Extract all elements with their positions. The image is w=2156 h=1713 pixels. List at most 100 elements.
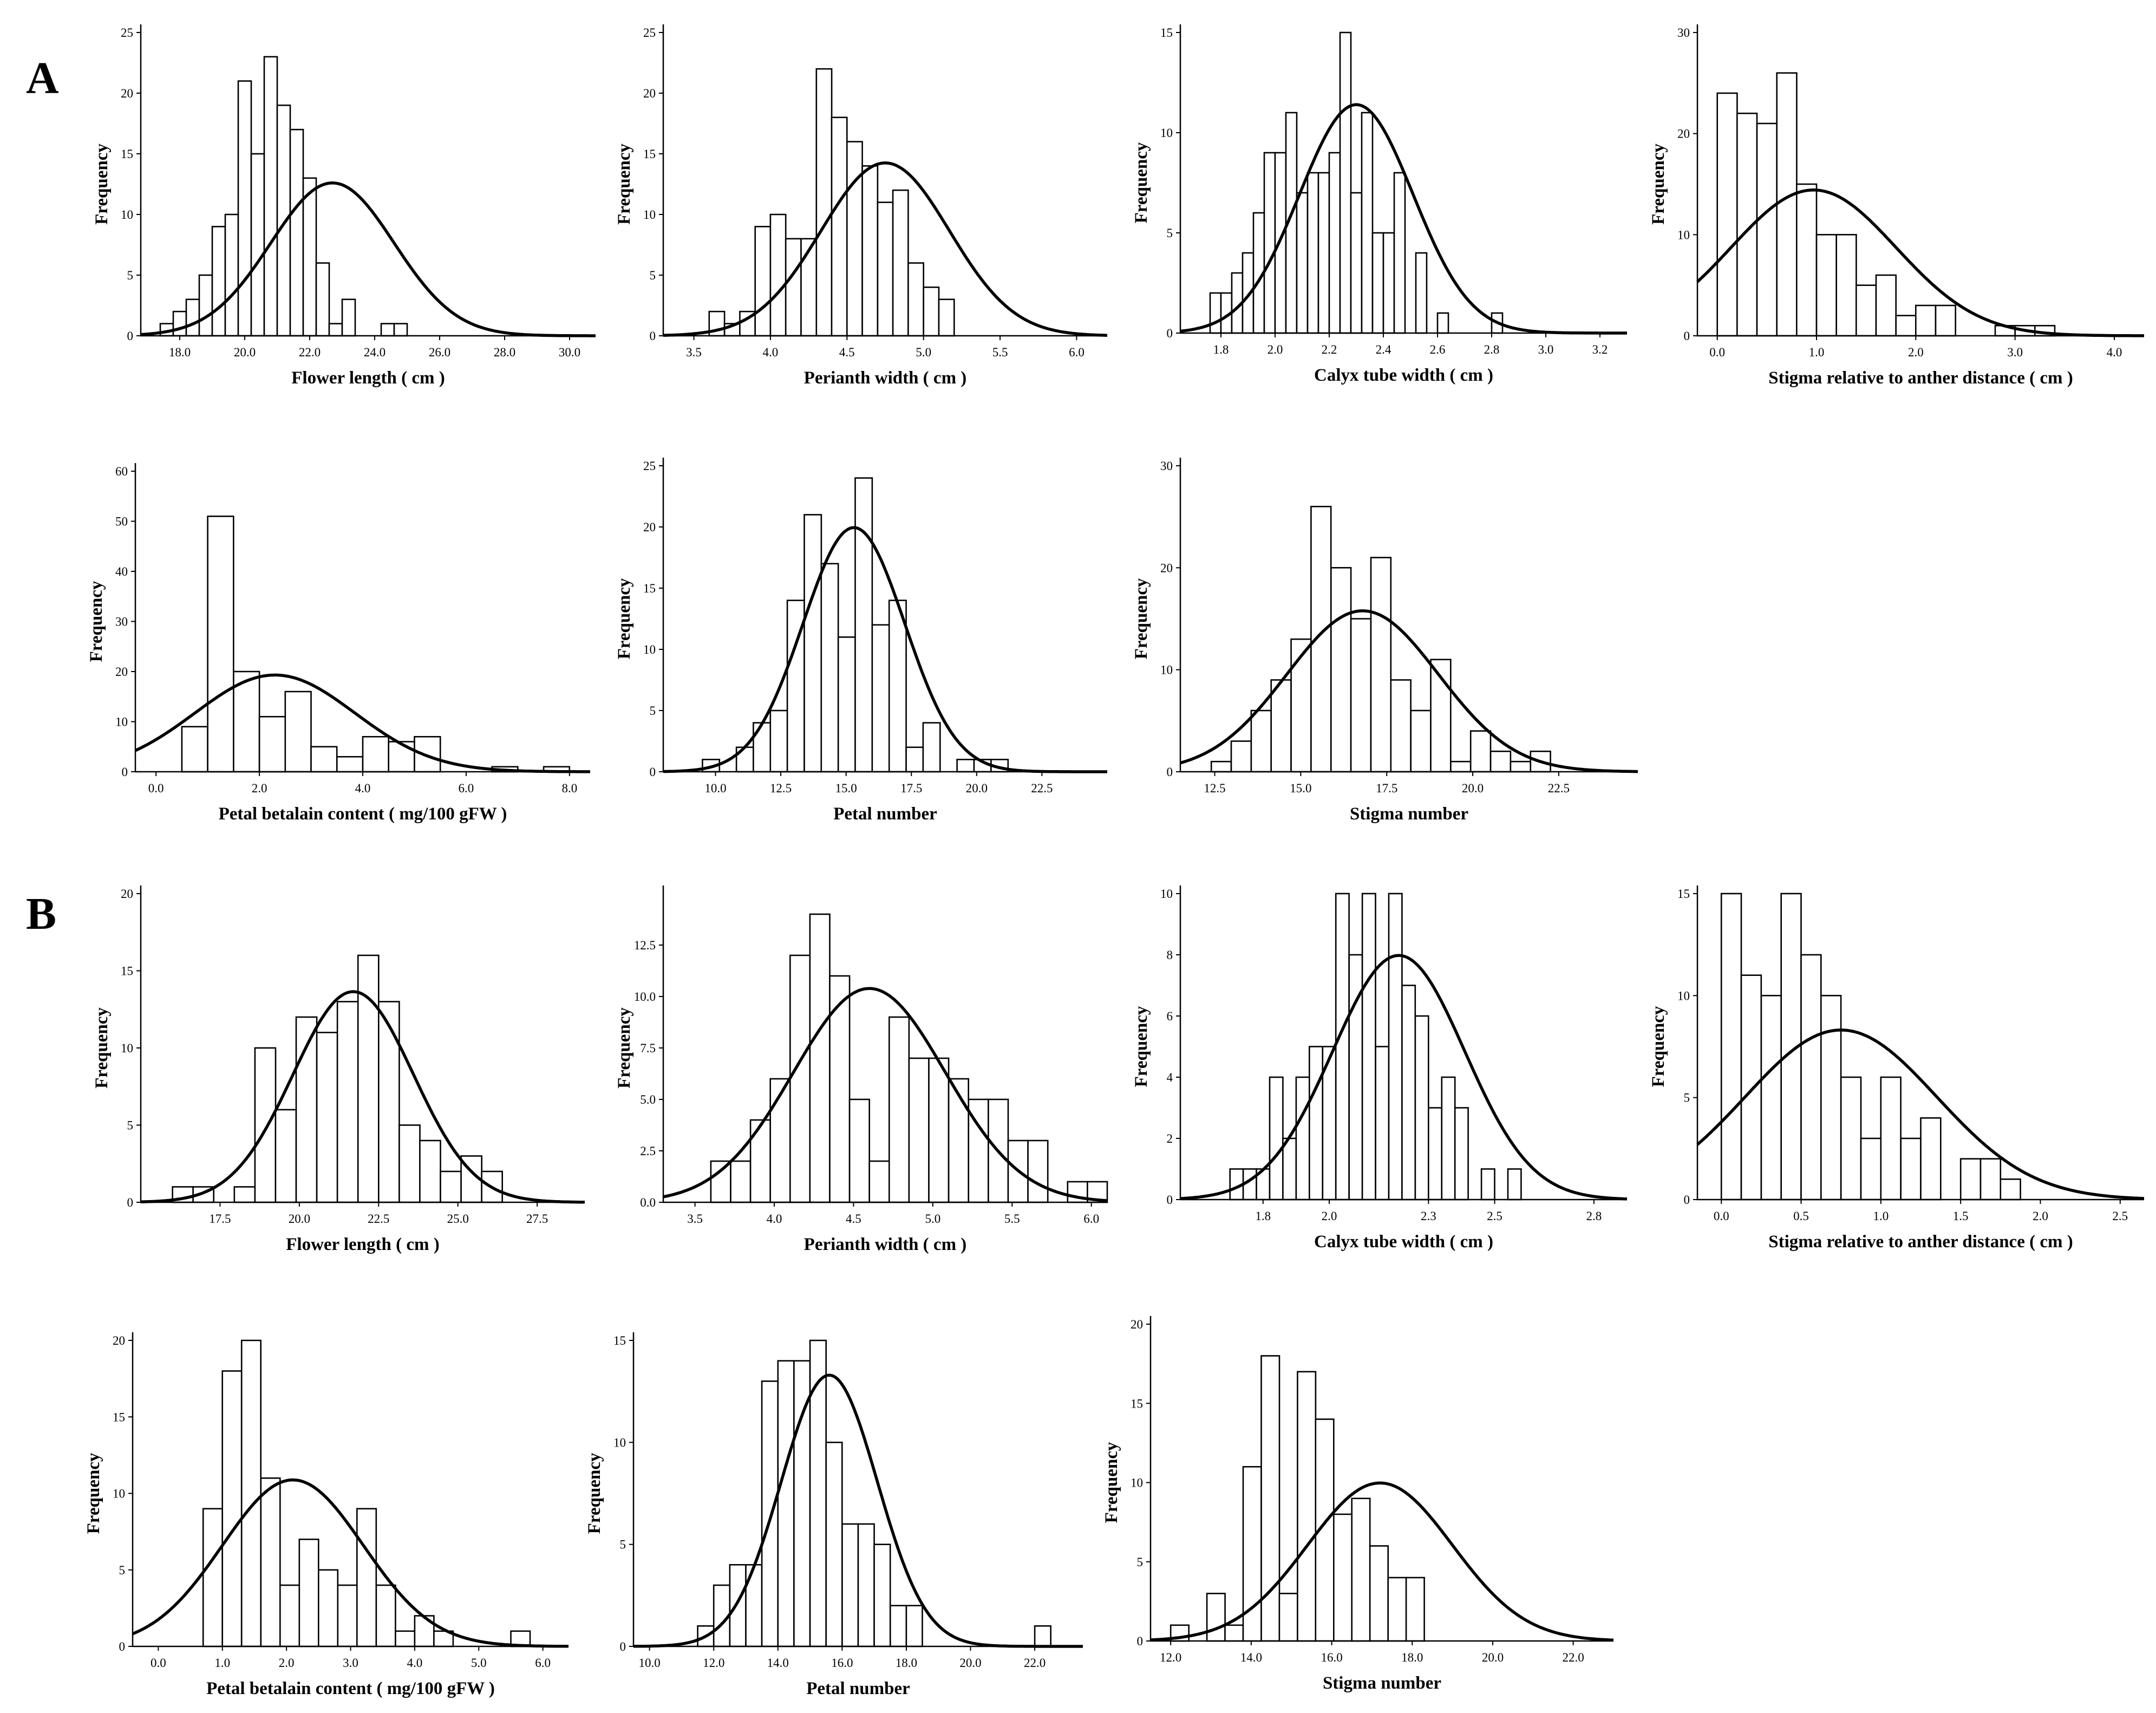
y-tick-label: 10	[1677, 989, 1690, 1002]
normal-curve	[140, 181, 596, 337]
x-tick-label: 3.2	[1592, 343, 1608, 356]
x-tick-label: 18.0	[169, 346, 191, 359]
histogram-bar	[356, 1508, 377, 1647]
y-tick-label: 15	[121, 965, 133, 978]
histogram-bar	[1510, 760, 1531, 773]
histogram-bar	[1935, 304, 1957, 337]
x-axis-title: Petal betalain content ( mg/100 gFW )	[219, 804, 507, 824]
histogram-bar	[1260, 1355, 1280, 1642]
histogram-bar	[730, 1160, 752, 1203]
y-tick-label: 10	[643, 208, 656, 222]
histogram-bar	[1489, 751, 1512, 773]
x-tick-label: 12.0	[703, 1656, 724, 1670]
histogram-bar	[207, 515, 234, 773]
x-tick-label: 20.0	[1482, 1651, 1504, 1664]
x-tick-label: 2.0	[1322, 1209, 1337, 1223]
x-tick-label: 17.5	[900, 781, 922, 795]
y-tick-label: 5.0	[640, 1093, 656, 1106]
histogram-bar	[905, 746, 924, 773]
histogram-bar	[1895, 315, 1917, 337]
x-axis-title: Calyx tube width ( cm )	[1314, 366, 1493, 385]
x-tick-label: 12.5	[1204, 781, 1225, 795]
histogram-bar	[1880, 1076, 1902, 1201]
y-tick-label: 20	[643, 520, 656, 534]
x-tick-label: 4.0	[407, 1656, 423, 1670]
y-tick-label: 10.0	[634, 990, 656, 1004]
x-tick-label: 3.0	[2007, 346, 2023, 359]
x-tick-label: 5.0	[925, 1212, 940, 1226]
x-tick-label: 2.0	[1268, 343, 1283, 356]
x-tick-label: 20.0	[966, 781, 988, 795]
x-tick-label: 2.6	[1430, 343, 1446, 356]
y-tick-label: 0	[1684, 329, 1690, 343]
y-tick-label: 30	[1160, 459, 1173, 473]
x-tick-label: 1.5	[1953, 1209, 1969, 1223]
histogram-bar	[419, 1139, 441, 1203]
normal-curve	[1180, 609, 1638, 773]
x-tick-label: 2.5	[1487, 1209, 1502, 1223]
histogram-bar	[1206, 1593, 1226, 1642]
histogram-bar	[1250, 709, 1272, 773]
histogram-bar	[263, 56, 278, 337]
x-tick-label: 0.0	[1709, 346, 1725, 359]
x-tick-label: 4.0	[2107, 346, 2122, 359]
y-axis-title: Frequency	[92, 144, 112, 225]
y-tick-label: 0	[1684, 1193, 1690, 1207]
histogram-bar	[1290, 638, 1312, 773]
histogram-bar	[1959, 1158, 1982, 1201]
histogram-bar	[377, 1001, 400, 1203]
histogram-bar	[1210, 760, 1232, 773]
histogram-12: 0 5 10 15 20 0.0 1.0 2.0 3.0 4.0 5.0 6.0 Petal betal…	[84, 1332, 569, 1698]
y-tick-label: 10	[121, 1041, 133, 1055]
x-tick-label: 26.0	[429, 346, 450, 359]
y-axis-title: Frequency	[1649, 1006, 1668, 1087]
histogram-bar	[1230, 740, 1252, 773]
histogram-bar	[825, 1442, 843, 1647]
histogram-bar	[809, 913, 831, 1203]
x-tick-label: 25.0	[447, 1212, 469, 1226]
x-tick-label: 3.5	[686, 346, 702, 359]
histogram-3: 0 5 10 15 1.8 2.0 2.2 2.4 2.6 2.8 3.0 3.2 Calyx tube…	[1132, 24, 1627, 385]
histogram-bar	[1270, 679, 1292, 773]
histogram-bar	[892, 189, 909, 337]
histogram-bar	[185, 298, 200, 337]
y-axis-title: Frequency	[585, 1453, 604, 1534]
histogram-bar	[1900, 1137, 1922, 1201]
histogram-bar	[1428, 1107, 1443, 1201]
y-tick-label: 25	[643, 26, 656, 40]
y-tick-label: 60	[115, 465, 128, 478]
y-tick-label: 5	[127, 269, 134, 282]
histogram-bar	[841, 1523, 859, 1647]
histogram-bar	[198, 274, 213, 337]
x-tick-label: 6.0	[1083, 1212, 1099, 1226]
y-tick-label: 5	[620, 1538, 626, 1552]
histogram-bar	[1350, 618, 1372, 773]
x-tick-label: 1.8	[1213, 343, 1229, 356]
normal-curve	[1180, 954, 1628, 1201]
histogram-4: 0 10 20 30 0.0 1.0 2.0 3.0 4.0 Stigma relative to…	[1649, 24, 2144, 388]
histogram-bar	[837, 636, 856, 773]
histogram-bar	[380, 323, 395, 337]
x-tick-label: 2.8	[1586, 1209, 1602, 1223]
y-tick-label: 5	[127, 1119, 134, 1132]
x-tick-label: 5.0	[471, 1656, 487, 1670]
histogram-bar	[809, 1339, 827, 1647]
histogram-bar	[1415, 252, 1428, 334]
x-tick-label: 6.0	[535, 1656, 551, 1670]
x-tick-label: 17.5	[1376, 781, 1397, 795]
x-tick-label: 14.0	[1240, 1651, 1262, 1664]
normal-curve	[663, 161, 1108, 337]
histogram-bar	[1979, 1158, 2002, 1201]
histogram-bar	[890, 1605, 907, 1647]
y-tick-label: 30	[115, 615, 128, 629]
x-tick-label: 2.0	[279, 1656, 295, 1670]
x-tick-label: 1.0	[214, 1656, 230, 1670]
histogram-bar	[317, 1569, 339, 1647]
histogram-8: 0 5 10 15 20 17.5 20.0 22.5 25.0 27.5 Flower lengt…	[92, 885, 585, 1254]
x-tick-label: 2.0	[252, 781, 267, 795]
histogram-bar	[254, 1047, 277, 1203]
histogram-bar	[316, 1032, 338, 1203]
histogram-bar	[1328, 152, 1341, 334]
histogram-14: 0 5 10 15 20 12.0 14.0 16.0 18.0 20.0 22.0 Stigma n…	[1102, 1316, 1614, 1693]
x-tick-label: 5.5	[992, 346, 1008, 359]
